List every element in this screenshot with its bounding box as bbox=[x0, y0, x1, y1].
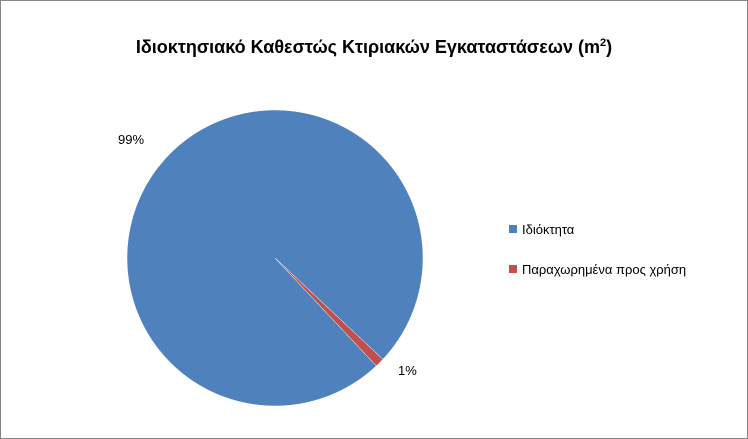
pie-slice-conceded bbox=[274, 257, 384, 367]
data-label-owned: 99% bbox=[118, 132, 144, 147]
chart-title-suffix: ) bbox=[606, 37, 613, 57]
legend-label-owned: Ιδιόκτητα bbox=[522, 221, 575, 237]
legend-item-owned: Ιδιόκτητα bbox=[509, 220, 686, 238]
chart-title-text: Ιδιοκτησιακό Καθεστώς Κτιριακών Εγκαταστ… bbox=[135, 37, 600, 57]
legend-swatch-owned bbox=[509, 225, 517, 233]
chart-legend: Ιδιόκτητα Παραχωρημένα προς χρήση bbox=[509, 220, 686, 300]
legend-label-conceded: Παραχωρημένα προς χρήση bbox=[522, 261, 687, 277]
chart-title: Ιδιοκτησιακό Καθεστώς Κτιριακών Εγκαταστ… bbox=[1, 37, 747, 58]
legend-item-conceded: Παραχωρημένα προς χρήση bbox=[509, 260, 686, 278]
legend-swatch-conceded bbox=[509, 265, 517, 273]
data-label-conceded: 1% bbox=[398, 363, 417, 378]
chart-title-superscript: 2 bbox=[600, 37, 607, 49]
